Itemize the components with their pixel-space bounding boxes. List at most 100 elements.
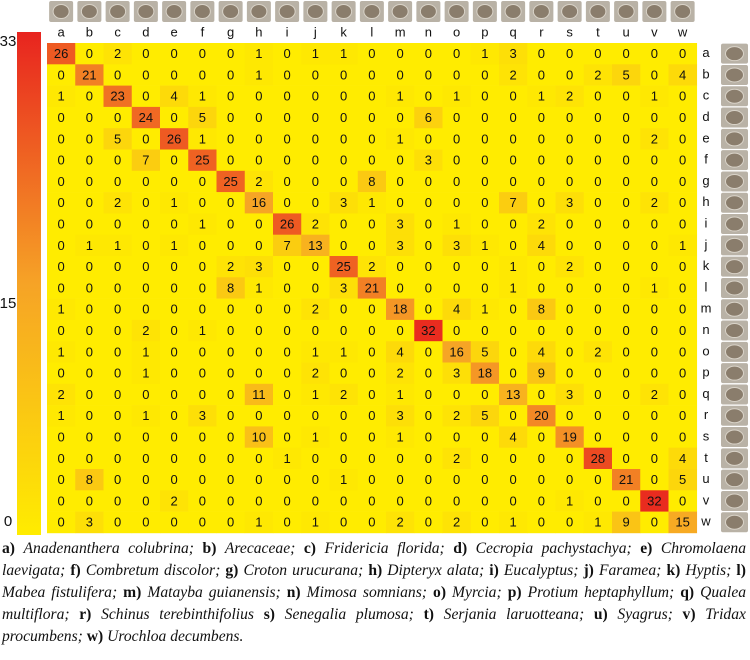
cell-value: 13 (308, 238, 322, 253)
heatmap-cell (216, 362, 246, 385)
heatmap-cell (301, 234, 330, 257)
pollen-thumbnail-grain (561, 4, 579, 19)
heatmap-cell (160, 319, 189, 342)
cell-value: 0 (566, 153, 573, 168)
cell-value: 10 (252, 429, 266, 444)
heatmap-cell (329, 341, 359, 363)
cell-value: 0 (58, 366, 65, 381)
cell-value: 0 (312, 408, 319, 423)
cell-value: 0 (340, 515, 347, 530)
cell-value: 0 (679, 131, 686, 146)
y-tick-label: k (703, 258, 710, 273)
cell-value: 0 (312, 472, 319, 487)
heatmap-cell (131, 277, 161, 299)
heatmap-cell (188, 298, 217, 321)
cell-value: 0 (255, 493, 262, 508)
heatmap-cell (103, 341, 133, 363)
cell-value: 25 (336, 259, 350, 274)
heatmap-cell (216, 64, 246, 86)
heatmap-cell (640, 405, 669, 427)
cell-value: 2 (312, 366, 319, 381)
heatmap-cell (216, 256, 246, 278)
heatmap-cell (103, 192, 133, 214)
cell-value: 1 (397, 89, 404, 104)
heatmap-cell (668, 447, 698, 470)
heatmap-cell (103, 319, 133, 342)
heatmap-cell (414, 405, 443, 427)
cell-value: 0 (58, 174, 65, 189)
cell-value: 0 (453, 174, 460, 189)
cell-value: 2 (453, 451, 460, 466)
heatmap-cell (499, 85, 528, 108)
heatmap-cell (386, 85, 415, 108)
cell-value: 0 (142, 259, 149, 274)
cell-value: 3 (397, 408, 404, 423)
heatmap-cell (244, 383, 274, 406)
heatmap-cell (357, 149, 387, 172)
heatmap-cell (612, 341, 641, 363)
heatmap-cell (640, 170, 669, 193)
pollen-thumbnail-grain (363, 4, 381, 19)
heatmap-cell (188, 362, 217, 385)
heatmap-cell (160, 128, 189, 150)
cell-value: 1 (58, 89, 65, 104)
heatmap-cell (160, 341, 189, 363)
y-tick-label: c (703, 88, 710, 103)
cell-value: 0 (312, 131, 319, 146)
cell-value: 0 (397, 153, 404, 168)
cell-value: 0 (114, 515, 121, 530)
cell-value: 2 (312, 216, 319, 231)
cell-value: 3 (86, 515, 93, 530)
cell-value: 0 (425, 366, 432, 381)
caption-species: Protium heptaphyllum; (527, 584, 675, 601)
heatmap-cell (301, 511, 330, 534)
heatmap-cell (160, 43, 189, 65)
heatmap-cell (160, 490, 189, 512)
heatmap-cell (47, 362, 76, 385)
caption-letter: n) (286, 584, 301, 601)
heatmap-cell (470, 43, 500, 65)
heatmap-cell (188, 64, 217, 86)
cell-value: 0 (566, 110, 573, 125)
x-tick-label: o (453, 24, 460, 39)
heatmap-cell (188, 149, 217, 172)
cell-value: 0 (594, 366, 601, 381)
heatmap-cell (47, 405, 76, 427)
cell-value: 0 (86, 110, 93, 125)
heatmap-cell (47, 192, 76, 214)
cell-value: 0 (679, 429, 686, 444)
cell-value: 0 (623, 366, 630, 381)
cell-value: 0 (623, 451, 630, 466)
heatmap-cell (103, 128, 133, 150)
heatmap-cell (188, 511, 217, 534)
cell-value: 0 (566, 216, 573, 231)
heatmap-cell (527, 234, 556, 257)
cell-value: 0 (255, 238, 262, 253)
heatmap-cell (442, 362, 472, 385)
heatmap-cell (301, 319, 330, 342)
heatmap-cell (527, 298, 556, 321)
caption-species: Schinus terebinthifolius (101, 606, 254, 623)
caption-species: Hyptis; (685, 562, 732, 579)
heatmap-cell (329, 64, 359, 86)
cell-value: 0 (425, 280, 432, 295)
heatmap-cell (527, 128, 556, 150)
heatmap-cell (470, 405, 500, 427)
heatmap-cell (357, 341, 387, 363)
cell-value: 0 (368, 323, 375, 338)
heatmap-cell (301, 341, 330, 363)
cell-value: 1 (312, 429, 319, 444)
heatmap-cell (357, 43, 387, 65)
cell-value: 0 (171, 216, 178, 231)
cell-value: 2 (142, 323, 149, 338)
cell-value: 0 (340, 67, 347, 82)
y-tick-label: j (704, 237, 708, 252)
cell-value: 0 (538, 387, 545, 402)
cell-value: 0 (312, 323, 319, 338)
cell-value: 1 (114, 238, 121, 253)
cell-value: 25 (195, 153, 209, 168)
cell-value: 0 (566, 344, 573, 359)
heatmap-cell (47, 490, 76, 512)
pollen-thumbnail-grain (222, 4, 240, 19)
cell-value: 0 (368, 387, 375, 402)
